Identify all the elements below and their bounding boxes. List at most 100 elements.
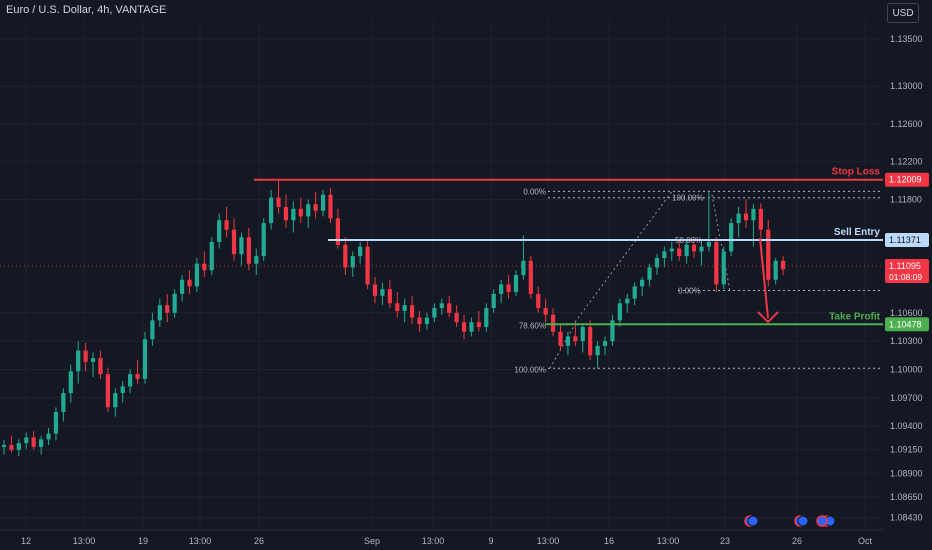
candle-body[interactable] [766,229,771,280]
candle-body[interactable] [654,258,660,268]
candle-body[interactable] [432,308,437,318]
candle-body[interactable] [484,308,489,327]
candle-body[interactable] [491,293,496,309]
candle-body[interactable] [217,220,222,242]
candle-body[interactable] [417,317,422,325]
candle-body[interactable] [365,246,370,285]
economic-event-icon[interactable] [816,515,828,527]
candlestick-series[interactable] [1,179,786,457]
candle-body[interactable] [298,208,303,217]
candle-body[interactable] [387,289,392,304]
candle-body[interactable] [150,320,155,340]
candle-body[interactable] [239,237,244,255]
candle-body[interactable] [53,411,59,434]
currency-button[interactable]: USD [887,3,919,23]
candle-body[interactable] [677,248,682,257]
candle-body[interactable] [476,322,481,327]
candle-body[interactable] [283,207,289,221]
candle-body[interactable] [179,279,185,294]
candle-body[interactable] [269,197,274,224]
candle-body[interactable] [521,260,526,275]
candle-body[interactable] [231,229,237,255]
candle-body[interactable] [773,260,778,280]
candle-body[interactable] [1,445,7,447]
candle-body[interactable] [662,251,667,258]
candle-body[interactable] [320,194,326,211]
time-axis[interactable]: 12 13:00 19 13:00 26 Sep 13:00 9 13:00 16 13:00 23 2… [0,529,883,546]
candle-body[interactable] [781,260,786,270]
candle-body[interactable] [424,317,430,325]
candle-body[interactable] [83,350,88,362]
candle-body[interactable] [254,256,259,264]
candle-body[interactable] [454,312,459,323]
trade-levels[interactable]: Stop Loss Sell Entry Take Profit [0,167,885,326]
candle-body[interactable] [543,308,548,315]
candle-body[interactable] [313,204,318,211]
candle-body[interactable] [528,260,533,294]
candle-body[interactable] [506,284,511,292]
candle-body[interactable] [31,437,36,447]
candle-body[interactable] [16,443,21,450]
candle-body[interactable] [142,339,148,379]
candle-body[interactable] [439,303,444,309]
candle-body[interactable] [120,386,125,394]
candle-body[interactable] [246,237,251,264]
candle-body[interactable] [751,208,756,221]
candle-body[interactable] [76,350,81,372]
candle-body[interactable] [224,220,229,230]
candle-body[interactable] [105,374,110,408]
candle-body[interactable] [632,286,637,299]
candle-body[interactable] [706,241,711,247]
sell-projection-arrow[interactable] [757,237,779,324]
candle-body[interactable] [513,275,519,292]
candle-body[interactable] [172,293,177,313]
candle-body[interactable] [306,204,311,217]
candle-body[interactable] [580,326,585,342]
candle-body[interactable] [335,218,340,245]
candle-body[interactable] [625,298,630,304]
candle-body[interactable] [699,246,704,252]
candle-body[interactable] [209,241,214,271]
candle-body[interactable] [98,358,103,375]
candle-body[interactable] [729,223,734,252]
candle-body[interactable] [61,393,66,412]
candle-body[interactable] [328,194,333,219]
economic-event-icon[interactable] [747,515,759,527]
candle-body[interactable] [758,208,763,230]
candle-body[interactable] [684,244,689,257]
candle-body[interactable] [447,303,452,313]
candle-body[interactable] [9,445,14,450]
candle-body[interactable] [291,208,296,221]
candle-body[interactable] [499,284,504,294]
candle-body[interactable] [402,305,407,311]
candle-body[interactable] [128,374,133,387]
candle-body[interactable] [24,437,29,444]
candle-body[interactable] [68,371,73,394]
price-axis[interactable]: 1.13500 1.13000 1.12600 1.12200 1.11800 1.106… [883,0,932,550]
candle-body[interactable] [714,241,719,285]
symbol-title[interactable]: Euro / U.S. Dollar, 4h, VANTAGE [6,4,167,16]
candle-body[interactable] [617,303,622,321]
candle-body[interactable] [372,284,378,296]
candle-body[interactable] [550,314,556,332]
candle-body[interactable] [46,433,51,440]
candle-body[interactable] [157,305,162,321]
candle-body[interactable] [261,223,266,257]
candle-body[interactable] [410,305,415,318]
candle-body[interactable] [194,263,200,287]
candle-body[interactable] [736,213,741,224]
candle-body[interactable] [350,256,355,268]
candle-body[interactable] [669,248,674,252]
event-markers[interactable] [744,515,836,527]
candle-body[interactable] [691,244,697,252]
candle-body[interactable] [165,305,170,313]
candle-body[interactable] [380,289,385,296]
candle-body[interactable] [276,197,281,207]
candle-body[interactable] [640,279,645,287]
candle-body[interactable] [343,244,348,268]
candle-body[interactable] [187,279,192,287]
candle-body[interactable] [721,251,726,285]
candle-body[interactable] [595,345,600,356]
candle-body[interactable] [588,326,593,356]
